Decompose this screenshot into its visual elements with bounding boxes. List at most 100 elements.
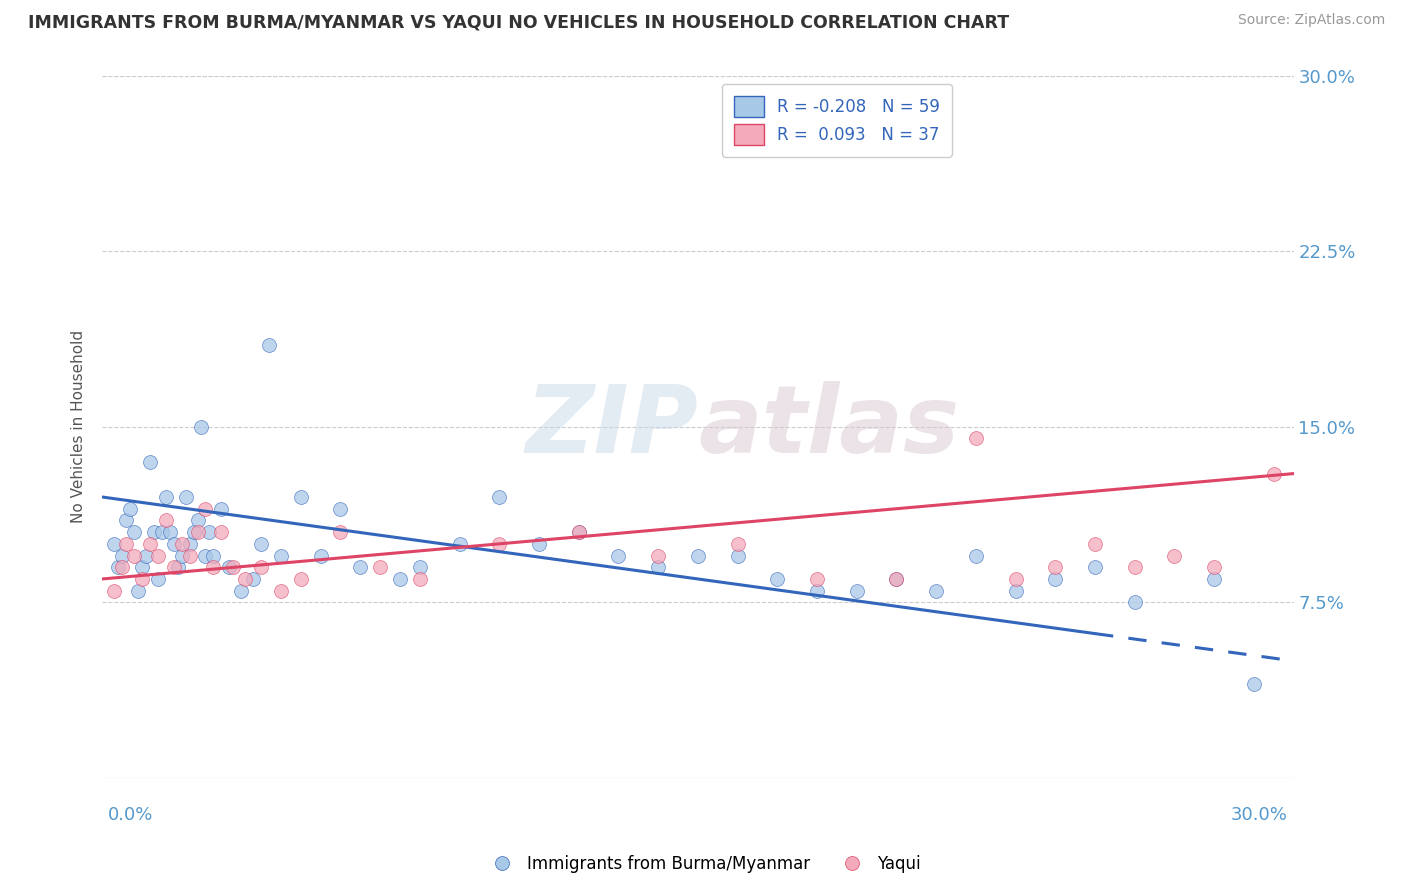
Point <box>349 560 371 574</box>
Point <box>925 583 948 598</box>
Point <box>209 501 232 516</box>
Point <box>131 572 153 586</box>
Point <box>142 525 165 540</box>
Point <box>647 560 669 574</box>
Point <box>202 560 225 574</box>
Point <box>368 560 391 574</box>
Point <box>174 490 197 504</box>
Point <box>118 501 141 516</box>
Point <box>806 583 828 598</box>
Point <box>122 525 145 540</box>
Point <box>115 513 138 527</box>
Point <box>179 549 201 563</box>
Point <box>139 455 162 469</box>
Point <box>194 501 217 516</box>
Point <box>122 549 145 563</box>
Point <box>1004 583 1026 598</box>
Point <box>115 537 138 551</box>
Point <box>179 537 201 551</box>
Point <box>111 560 134 574</box>
Point <box>607 549 630 563</box>
Point <box>170 549 193 563</box>
Point <box>209 525 232 540</box>
Point <box>727 549 749 563</box>
Point <box>568 525 591 540</box>
Point <box>270 549 292 563</box>
Point <box>488 537 510 551</box>
Point <box>131 560 153 574</box>
Legend: R = -0.208   N = 59, R =  0.093   N = 37: R = -0.208 N = 59, R = 0.093 N = 37 <box>723 84 952 157</box>
Point <box>1084 560 1107 574</box>
Point <box>886 572 908 586</box>
Point <box>806 572 828 586</box>
Point <box>103 583 125 598</box>
Point <box>965 432 987 446</box>
Point <box>1204 572 1226 586</box>
Point <box>568 525 591 540</box>
Point <box>218 560 240 574</box>
Point <box>155 513 177 527</box>
Point <box>1045 560 1067 574</box>
Point <box>250 537 273 551</box>
Point <box>155 490 177 504</box>
Point <box>409 572 432 586</box>
Point <box>103 537 125 551</box>
Point <box>290 490 312 504</box>
Point <box>242 572 264 586</box>
Point <box>686 549 709 563</box>
Point <box>527 537 550 551</box>
Point <box>886 572 908 586</box>
Point <box>409 560 432 574</box>
Text: 30.0%: 30.0% <box>1230 806 1288 824</box>
Point <box>186 525 208 540</box>
Point <box>198 525 221 540</box>
Point <box>186 513 208 527</box>
Point <box>146 572 169 586</box>
Point <box>222 560 245 574</box>
Point <box>1123 595 1146 609</box>
Point <box>290 572 312 586</box>
Point <box>135 549 157 563</box>
Y-axis label: No Vehicles in Household: No Vehicles in Household <box>72 330 86 524</box>
Point <box>111 549 134 563</box>
Point <box>202 549 225 563</box>
Point <box>1004 572 1026 586</box>
Point <box>190 419 212 434</box>
Point <box>647 549 669 563</box>
Point <box>1045 572 1067 586</box>
Point <box>965 549 987 563</box>
Point <box>389 572 412 586</box>
Text: 0.0%: 0.0% <box>108 806 153 824</box>
Point <box>250 560 273 574</box>
Point <box>159 525 181 540</box>
Text: atlas: atlas <box>697 381 959 473</box>
Point <box>233 572 256 586</box>
Point <box>1084 537 1107 551</box>
Point <box>329 525 352 540</box>
Point <box>1263 467 1285 481</box>
Point <box>107 560 129 574</box>
Point <box>146 549 169 563</box>
Legend: Immigrants from Burma/Myanmar, Yaqui: Immigrants from Burma/Myanmar, Yaqui <box>479 848 927 880</box>
Text: Source: ZipAtlas.com: Source: ZipAtlas.com <box>1237 13 1385 28</box>
Point <box>194 549 217 563</box>
Point <box>163 537 186 551</box>
Point <box>1163 549 1185 563</box>
Point <box>1204 560 1226 574</box>
Point <box>163 560 186 574</box>
Point <box>127 583 149 598</box>
Point <box>727 537 749 551</box>
Point <box>150 525 173 540</box>
Point <box>845 583 868 598</box>
Text: ZIP: ZIP <box>524 381 697 473</box>
Point <box>1243 677 1265 691</box>
Point <box>270 583 292 598</box>
Point <box>231 583 253 598</box>
Point <box>766 572 789 586</box>
Text: IMMIGRANTS FROM BURMA/MYANMAR VS YAQUI NO VEHICLES IN HOUSEHOLD CORRELATION CHAR: IMMIGRANTS FROM BURMA/MYANMAR VS YAQUI N… <box>28 13 1010 31</box>
Point <box>449 537 471 551</box>
Point <box>1123 560 1146 574</box>
Point <box>309 549 332 563</box>
Point <box>139 537 162 551</box>
Point <box>183 525 205 540</box>
